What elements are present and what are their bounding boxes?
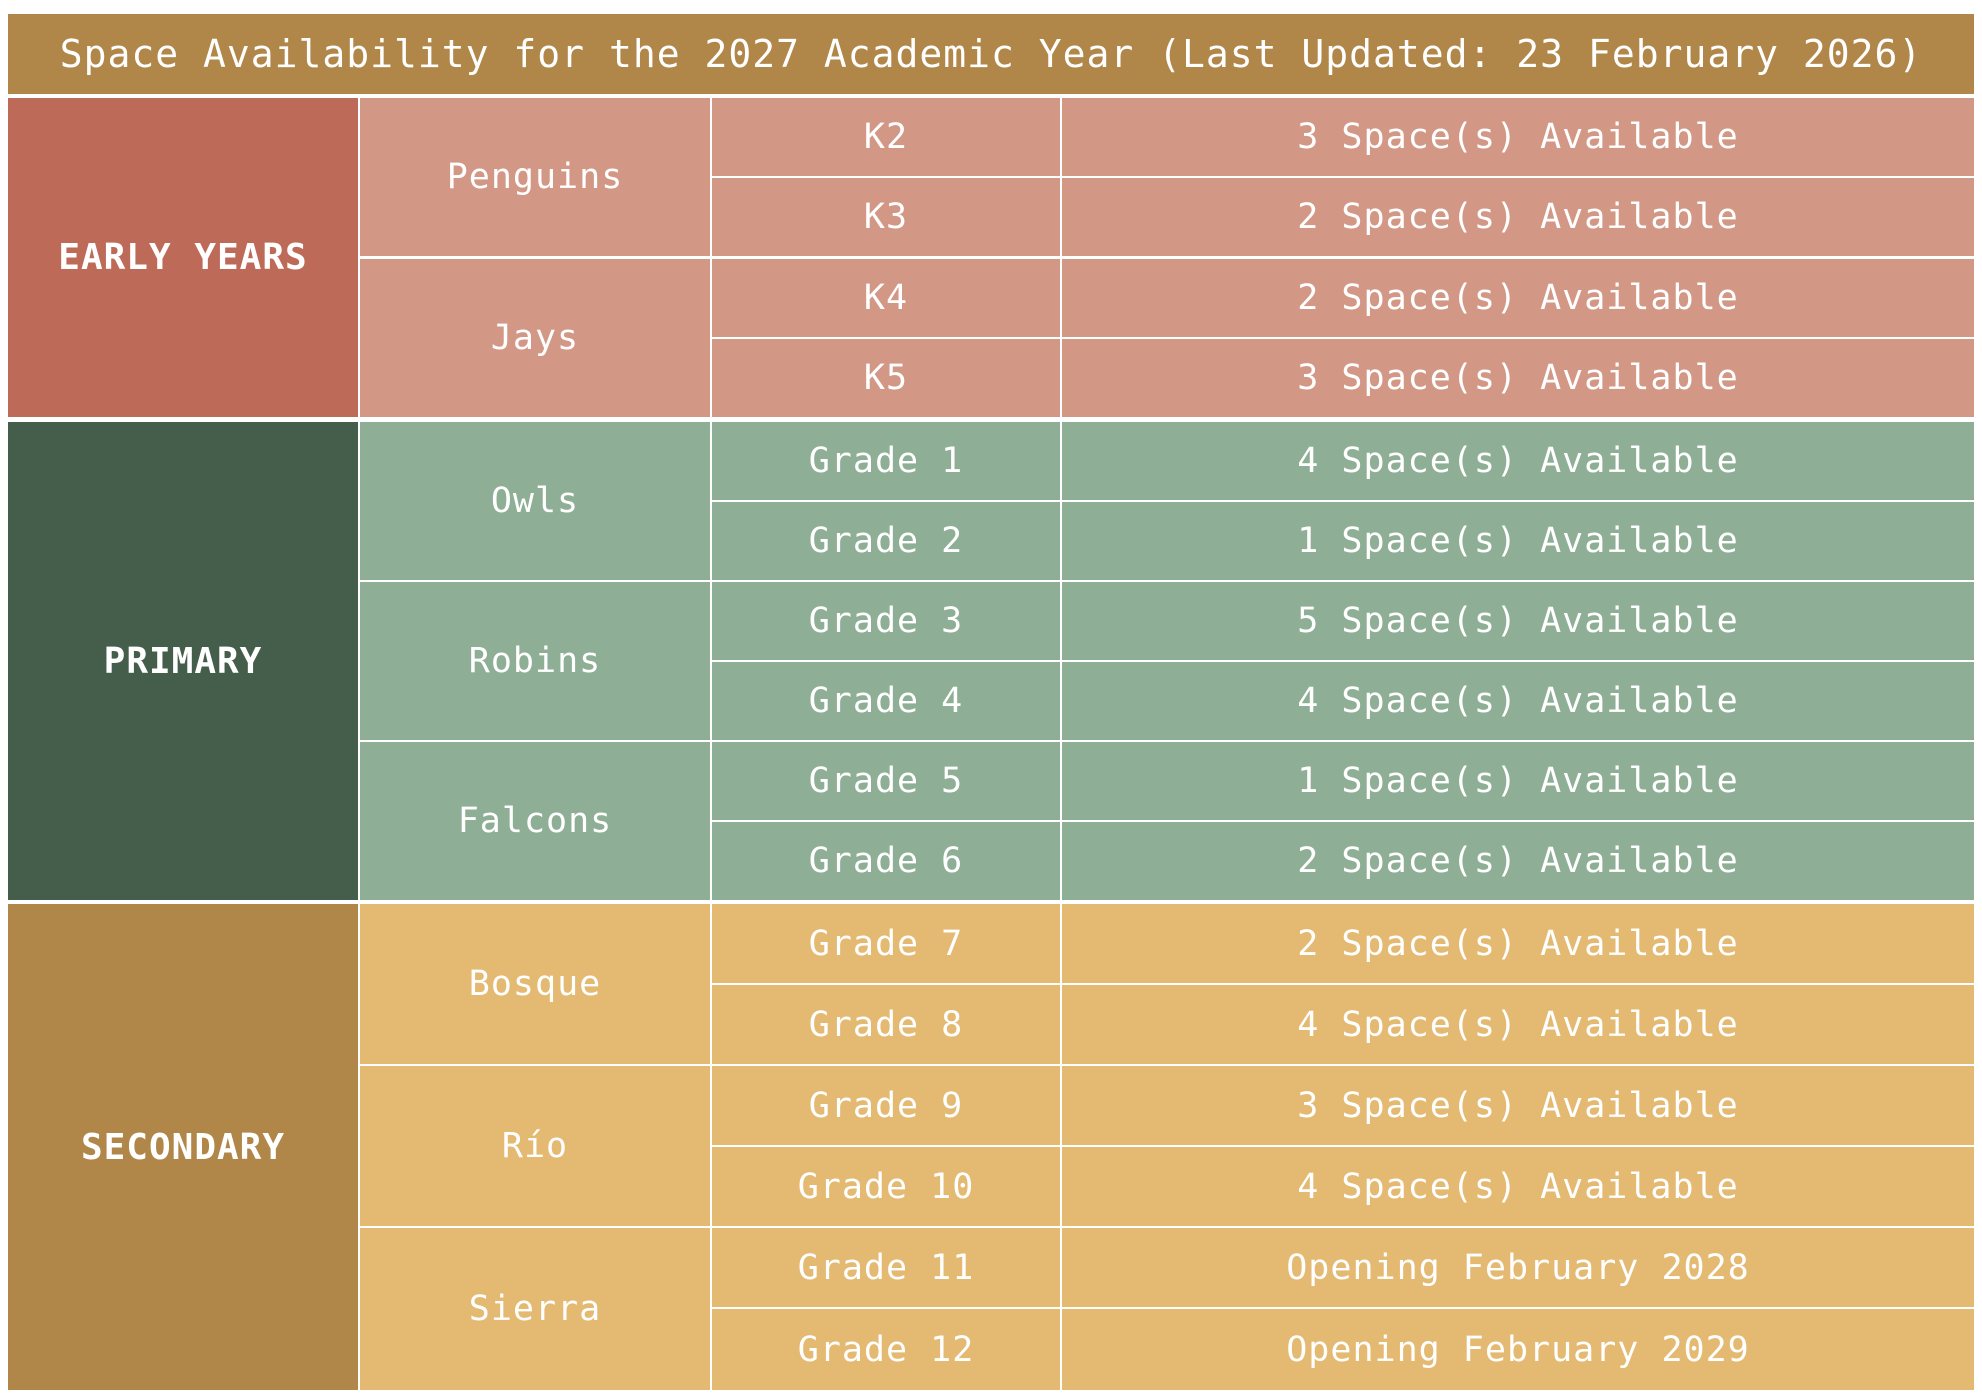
status-grade-2: 1 Space(s) Available [1062, 502, 1974, 580]
grade-4: Grade 4 [712, 662, 1060, 740]
stage-early-years: EARLY YEARS [8, 98, 358, 417]
grade-12: Grade 12 [712, 1309, 1060, 1390]
status-k2: 3 Space(s) Available [1062, 98, 1974, 176]
status-grade-8: 4 Space(s) Available [1062, 985, 1974, 1064]
grade-k3: K3 [712, 178, 1060, 256]
house-robins: Robins [360, 582, 710, 740]
stage-primary: PRIMARY [8, 422, 358, 900]
status-grade-12: Opening February 2029 [1062, 1309, 1974, 1390]
status-grade-4: 4 Space(s) Available [1062, 662, 1974, 740]
status-grade-9: 3 Space(s) Available [1062, 1066, 1974, 1145]
status-grade-7: 2 Space(s) Available [1062, 904, 1974, 983]
table-title: Space Availability for the 2027 Academic… [8, 14, 1974, 94]
grade-k5: K5 [712, 339, 1060, 417]
grade-8: Grade 8 [712, 985, 1060, 1064]
grade-7: Grade 7 [712, 904, 1060, 983]
house-jays: Jays [360, 259, 710, 417]
house-owls: Owls [360, 422, 710, 580]
grade-11: Grade 11 [712, 1228, 1060, 1307]
status-grade-6: 2 Space(s) Available [1062, 822, 1974, 900]
grade-k2: K2 [712, 98, 1060, 176]
status-k3: 2 Space(s) Available [1062, 178, 1974, 256]
grade-k4: K4 [712, 259, 1060, 337]
status-grade-1: 4 Space(s) Available [1062, 422, 1974, 500]
status-k4: 2 Space(s) Available [1062, 259, 1974, 337]
grade-10: Grade 10 [712, 1147, 1060, 1226]
house-bosque: Bosque [360, 904, 710, 1064]
grade-5: Grade 5 [712, 742, 1060, 820]
house-sierra: Sierra [360, 1228, 710, 1390]
grade-2: Grade 2 [712, 502, 1060, 580]
house-penguins: Penguins [360, 98, 710, 256]
grade-1: Grade 1 [712, 422, 1060, 500]
status-grade-10: 4 Space(s) Available [1062, 1147, 1974, 1226]
status-grade-11: Opening February 2028 [1062, 1228, 1974, 1307]
status-grade-5: 1 Space(s) Available [1062, 742, 1974, 820]
status-k5: 3 Space(s) Available [1062, 339, 1974, 417]
stage-secondary: SECONDARY [8, 904, 358, 1390]
house-rio: Río [360, 1066, 710, 1226]
grade-3: Grade 3 [712, 582, 1060, 660]
grade-9: Grade 9 [712, 1066, 1060, 1145]
status-grade-3: 5 Space(s) Available [1062, 582, 1974, 660]
grade-6: Grade 6 [712, 822, 1060, 900]
house-falcons: Falcons [360, 742, 710, 900]
availability-table: Space Availability for the 2027 Academic… [8, 14, 1974, 1390]
